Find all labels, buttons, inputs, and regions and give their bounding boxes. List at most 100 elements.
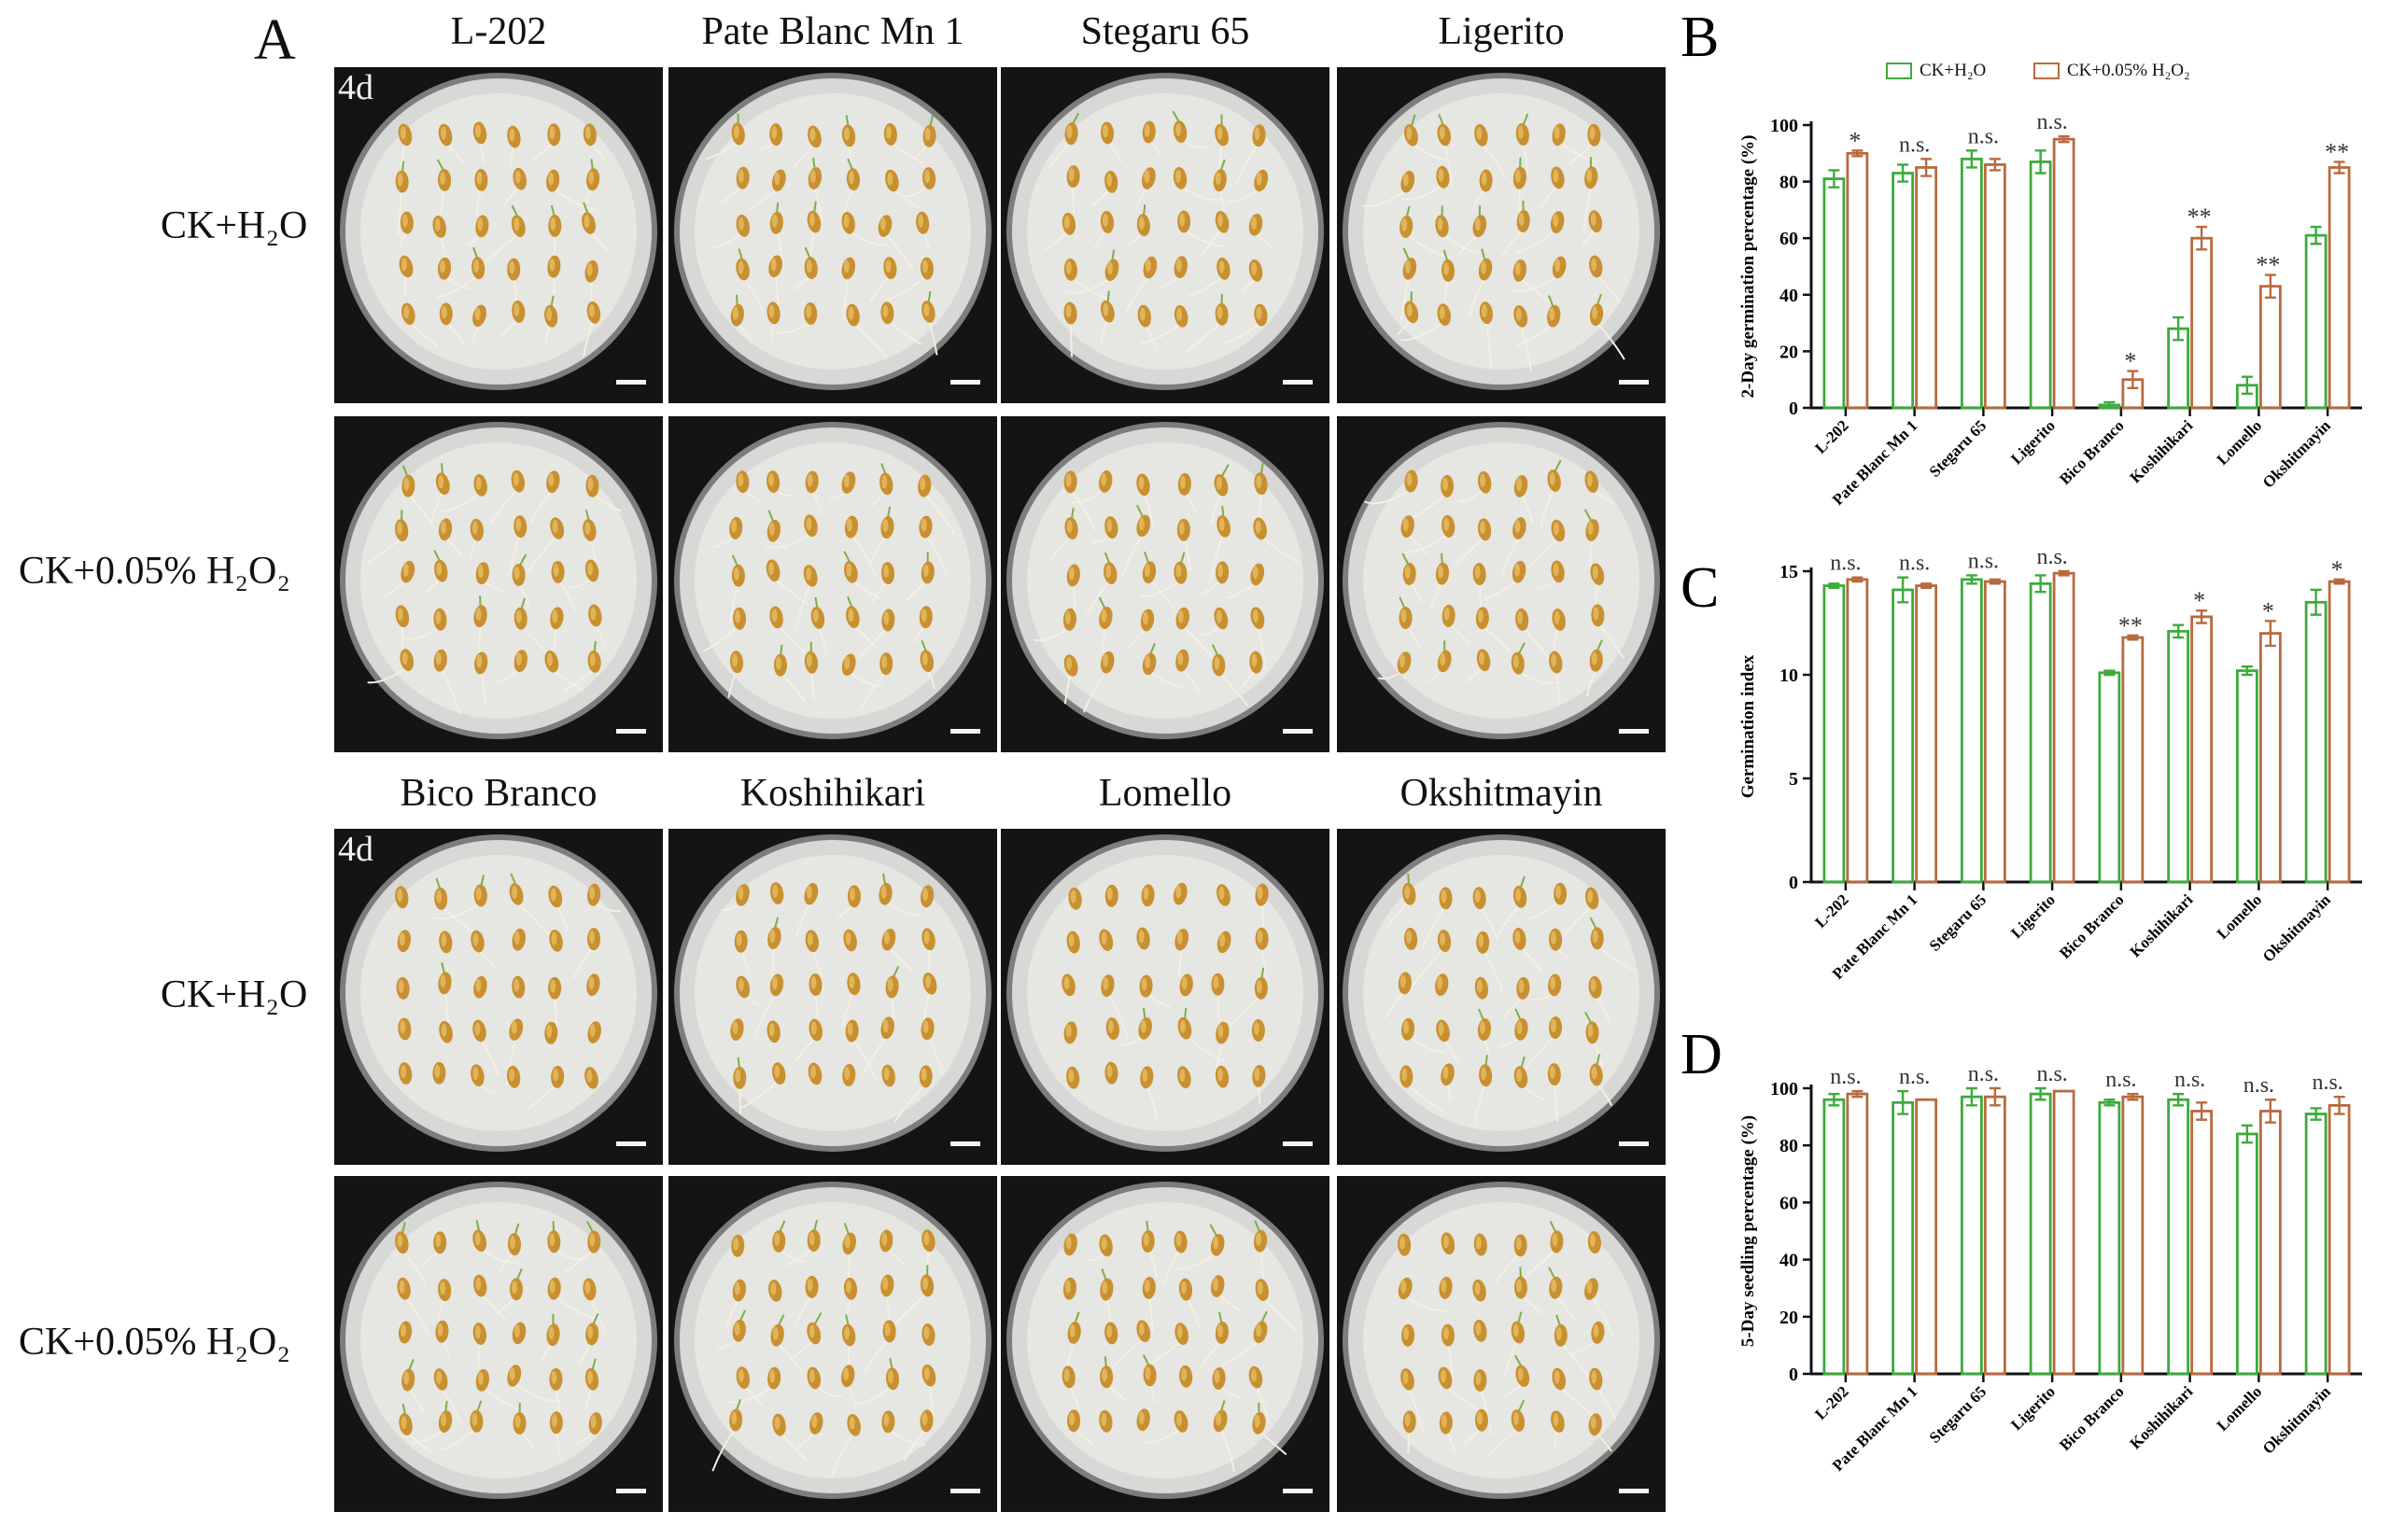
- bar-h2o2: [1846, 578, 1869, 884]
- y-tick-label: 40: [1779, 286, 1798, 306]
- error-bar: [1920, 582, 1933, 589]
- y-tick-label: 15: [1779, 562, 1798, 582]
- bar-h2o2: [2258, 632, 2282, 884]
- treatment-row-label: CK+0.05% H₂O₂: [19, 1321, 290, 1364]
- scale-bar: [1283, 380, 1313, 385]
- petri-dish-photo: [1001, 829, 1329, 1165]
- significance-mark: n.s.: [1830, 1065, 1861, 1089]
- bar-control: [2098, 1100, 2121, 1376]
- x-tick-label: Stegaru 65: [1926, 1382, 1990, 1447]
- significance-mark: **: [2256, 252, 2280, 279]
- significance-mark: n.s.: [1899, 1065, 1930, 1089]
- error-bar: [2264, 620, 2276, 648]
- error-bar: [2196, 1101, 2208, 1121]
- bar-h2o2: [2258, 1110, 2282, 1376]
- y-tick-label: 60: [1779, 229, 1798, 249]
- petri-dish-photo: [668, 416, 997, 752]
- significance-mark: n.s.: [1899, 552, 1930, 576]
- x-tick-label: Ligerito: [2007, 1382, 2059, 1434]
- error-bar: [2103, 669, 2116, 677]
- variety-title: Stegaru 65: [1080, 10, 1250, 53]
- bar-control: [1822, 177, 1846, 410]
- legend-label-h2o2: CK+0.05% H₂O₂: [2066, 60, 2190, 80]
- bar-control: [2029, 160, 2052, 410]
- x-tick-label: Koshihikari: [2127, 1382, 2197, 1452]
- significance-mark: n.s.: [2036, 110, 2067, 134]
- y-axis-label: 2-Day germination percentage (%): [1738, 135, 1758, 399]
- error-bar: [1851, 1089, 1864, 1099]
- bar-h2o2: [2052, 571, 2075, 884]
- x-tick-label: L-202: [1811, 416, 1851, 456]
- y-axis-label: Germination index: [1738, 654, 1758, 798]
- error-bar: [2103, 1099, 2116, 1107]
- error-bar: [2058, 134, 2070, 144]
- error-bar: [2241, 665, 2253, 677]
- x-tick-label: Lomello: [2214, 416, 2266, 469]
- y-tick-label: 20: [1779, 1308, 1798, 1328]
- y-tick-label: 80: [1779, 173, 1798, 193]
- bar-control: [1892, 1100, 1915, 1376]
- bar-h2o2: [2052, 137, 2075, 410]
- scale-bar: [1619, 380, 1649, 385]
- error-bar: [2103, 400, 2116, 410]
- significance-mark: *: [2331, 556, 2343, 583]
- error-bar: [1851, 149, 1864, 158]
- x-tick-label: Stegaru 65: [1926, 416, 1990, 481]
- y-tick-label: 20: [1779, 342, 1798, 362]
- significance-mark: *: [1849, 127, 1861, 154]
- significance-mark: n.s.: [2243, 1073, 2274, 1098]
- panel-a-letter: A: [254, 8, 296, 72]
- scale-bar: [1283, 1141, 1313, 1146]
- x-tick-label: Ligerito: [2007, 416, 2059, 468]
- bar-control: [1822, 584, 1846, 884]
- error-bar: [2333, 578, 2345, 585]
- error-bar: [2173, 623, 2185, 639]
- error-bar: [2241, 375, 2253, 396]
- treatment-row-label: CK+H₂O: [161, 973, 308, 1016]
- error-bar: [1965, 149, 1977, 169]
- y-tick-label: 100: [1770, 116, 1798, 136]
- error-bar: [1989, 158, 2001, 172]
- scale-bar: [950, 1489, 980, 1493]
- error-bar: [2127, 634, 2139, 641]
- bar-h2o2: [1915, 1098, 1938, 1376]
- petri-dish-photo: [334, 1176, 663, 1512]
- bar-control: [2304, 1113, 2328, 1376]
- bar-control: [2167, 629, 2190, 884]
- bar-h2o2: [1915, 166, 1938, 410]
- error-bar: [2310, 588, 2322, 616]
- petri-dish-photo: [668, 67, 997, 403]
- bar-control: [1892, 172, 1915, 410]
- error-bar: [1965, 1086, 1977, 1107]
- chart-panel-d: D 0 20 40 60 80 100 5-Day seedling percentage (…: [1681, 1023, 2362, 1475]
- scale-bar: [950, 380, 980, 385]
- bar-h2o2: [2190, 236, 2214, 410]
- scale-bar: [616, 1141, 646, 1146]
- bar-control: [2029, 1092, 2052, 1376]
- x-tick-label: Okshitmayin: [2259, 890, 2335, 966]
- scale-bar: [1283, 1489, 1313, 1493]
- error-bar: [2196, 225, 2208, 251]
- petri-dish-photo: [1001, 67, 1329, 403]
- scale-bar: [950, 729, 980, 734]
- bar-h2o2: [1846, 1092, 1869, 1376]
- bar-control: [2098, 671, 2121, 884]
- bar-control: [2304, 233, 2328, 410]
- petri-dish-photo: 4d: [334, 67, 663, 403]
- legend-label-control: CK+H₂O: [1920, 60, 1987, 80]
- error-bar: [2196, 609, 2208, 624]
- variety-title: L-202: [450, 10, 547, 53]
- bar-control: [2167, 1098, 2190, 1376]
- bar-h2o2: [1983, 580, 2006, 884]
- bar-control: [1892, 588, 1915, 884]
- petri-dish-photo: [1337, 67, 1666, 403]
- variety-title: Bico Branco: [400, 772, 598, 815]
- x-tick-label: Ligerito: [2007, 890, 2059, 942]
- bar-h2o2: [1846, 151, 1869, 410]
- significance-mark: **: [2187, 203, 2212, 231]
- treatment-row-label: CK+H₂O: [161, 204, 308, 247]
- significance-mark: n.s.: [2105, 1068, 2136, 1092]
